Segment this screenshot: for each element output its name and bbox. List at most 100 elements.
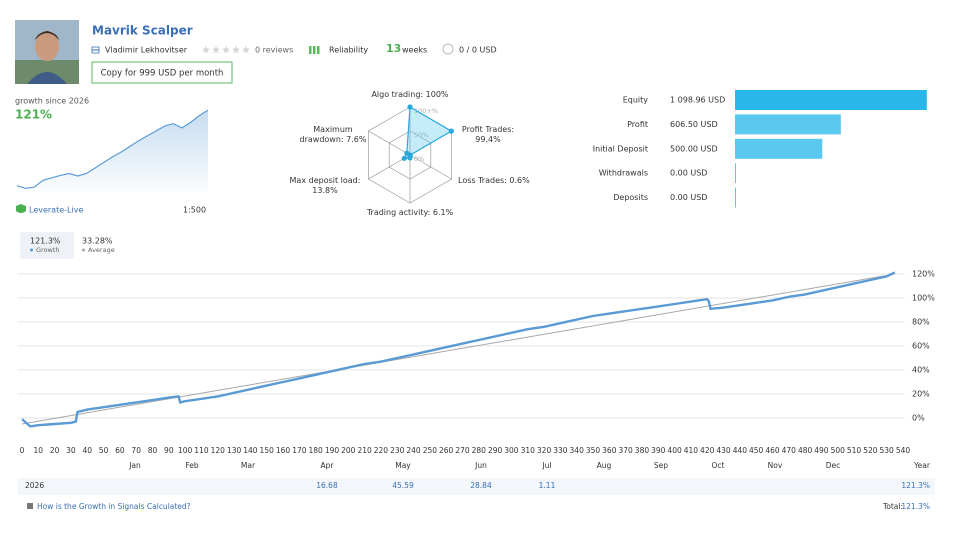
month-label: Year [913,461,931,470]
tab-label: Growth [36,246,60,254]
sparkline-area [17,110,208,192]
bar-category: Deposits [613,193,648,202]
month-label: May [395,461,411,470]
tab-value: 33.28% [82,237,113,246]
x-tick-label: 310 [521,446,536,455]
star [212,45,220,54]
x-tick-label: 0 [20,446,25,455]
x-tick-label: 70 [131,446,141,455]
reviews[interactable]: 0 reviews [255,46,293,55]
x-tick-label: 170 [292,446,307,455]
x-tick-label: 440 [733,446,748,455]
month-value: 1.11 [539,481,556,490]
x-tick-label: 130 [227,446,242,455]
month-value: 28.84 [470,481,492,490]
radar-label: Profit Trades: 99.4% [461,125,515,144]
tab-value: 121.3% [30,237,61,246]
bar-category: Withdrawals [599,169,648,178]
radar-label: Trading activity: 6.1% [366,208,454,217]
y-tick-label: 40% [912,366,930,375]
year: 2026 [25,481,44,490]
total-value: 121.3% [901,502,930,511]
x-tick-label: 10 [34,446,44,455]
x-tick-label: 220 [374,446,389,455]
sparkline [16,109,209,189]
x-tick-label: 350 [586,446,601,455]
month-label: Dec [826,461,841,470]
bar-category: Initial Deposit [593,144,648,153]
x-tick-label: 250 [423,446,438,455]
bar-value-label: 0.00 USD [670,169,707,178]
radar-point [404,150,410,156]
x-tick-label: 290 [488,446,503,455]
x-tick-label: 280 [472,446,487,455]
reliability: Reliability [329,46,368,55]
y-tick-label: 80% [912,318,930,327]
x-tick-label: 190 [325,446,340,455]
x-tick-label: 140 [243,446,258,455]
signal-name[interactable]: Mavrik Scalper [92,24,193,38]
bar [735,114,841,135]
growth-label: growth since 2026 [15,97,89,106]
copy-button[interactable] [91,61,233,84]
month-label: Nov [768,461,783,470]
growth-line [21,271,896,428]
x-tick-label: 500 [831,446,846,455]
x-tick-label: 490 [814,446,829,455]
x-tick-label: 410 [684,446,699,455]
weeks-label: weeks [402,46,427,55]
x-tick-label: 40 [82,446,92,455]
radar-label: Maximum drawdown: 7.6% [299,125,367,144]
x-tick-label: 480 [798,446,813,455]
year-row-bg [18,478,935,495]
broker[interactable]: Leverate-Live [29,206,83,215]
x-tick-label: 100 [178,446,193,455]
weeks-value: 13 [386,42,401,55]
star [202,45,210,54]
x-tick-label: 180 [309,446,324,455]
month-label: Feb [185,461,199,470]
radar-label: Algo trading: 100% [371,90,449,99]
x-tick-label: 370 [618,446,633,455]
month-label: Jan [128,461,141,470]
author[interactable]: Vladimir Lekhovitser [105,46,188,55]
x-tick-label: 540 [896,446,911,455]
bar-value-label: 500.00 USD [670,144,718,153]
x-tick-label: 460 [765,446,780,455]
x-tick-label: 450 [749,446,764,455]
month-label: Aug [597,461,612,470]
y-tick-label: 0% [912,414,925,423]
bar-category: Equity [623,96,649,105]
x-tick-label: 80 [148,446,158,455]
radar-label: Max deposit load: 13.8% [289,176,361,195]
bar [735,138,823,159]
x-tick-label: 50 [99,446,109,455]
x-tick-label: 270 [455,446,470,455]
x-tick-label: 530 [880,446,895,455]
x-tick-label: 470 [782,446,797,455]
bar-category: Profit [627,120,648,129]
x-tick-label: 300 [504,446,519,455]
x-tick-label: 390 [651,446,666,455]
y-tick-label: 20% [912,390,930,399]
reliability-icon [309,46,320,54]
bar-value-label: 1 098.96 USD [670,96,725,105]
copy-button-label[interactable]: Copy for 999 USD per month [101,69,224,79]
total-label: Total: [882,502,903,511]
radar-point [407,155,413,161]
x-tick-label: 330 [553,446,568,455]
leverage: 1:500 [183,206,206,215]
help-link[interactable]: How is the Growth in Signals Calculated? [37,502,191,511]
bar [735,90,927,110]
growth-tab-bg[interactable] [20,232,74,259]
tab-label: Average [88,246,115,254]
month-label: Jul [541,461,551,470]
x-tick-label: 260 [439,446,454,455]
x-tick-label: 520 [863,446,878,455]
x-tick-label: 160 [276,446,291,455]
radar-spoke [409,154,452,180]
bar [735,187,736,208]
x-tick-label: 210 [357,446,372,455]
x-tick-label: 20 [50,446,60,455]
